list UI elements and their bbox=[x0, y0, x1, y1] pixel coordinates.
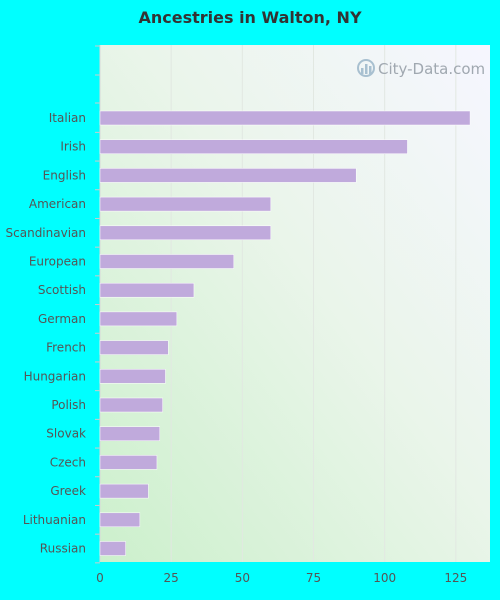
category-labels: Italian Irish English American Scandinavian E… bbox=[6, 111, 87, 556]
bar-irish bbox=[99, 139, 408, 154]
bar-russian bbox=[99, 541, 126, 556]
category-label: Hungarian bbox=[24, 369, 86, 383]
category-label: European bbox=[29, 255, 86, 269]
plot-area bbox=[100, 45, 490, 562]
bar-german bbox=[99, 311, 178, 327]
category-label: Polish bbox=[51, 398, 86, 412]
category-label: French bbox=[46, 341, 86, 355]
y-axis bbox=[95, 45, 101, 564]
bar-czech bbox=[99, 455, 158, 470]
x-tick-label: 75 bbox=[306, 571, 321, 585]
x-tick-label: 50 bbox=[235, 571, 250, 585]
x-axis: 0 25 50 75 100 125 bbox=[96, 571, 467, 585]
bar-slovak bbox=[99, 426, 161, 441]
category-label: Italian bbox=[49, 111, 86, 125]
bar-scottish bbox=[99, 282, 195, 298]
category-label: Czech bbox=[50, 455, 86, 469]
watermark-text: City-Data.com bbox=[378, 60, 485, 78]
category-label: American bbox=[29, 197, 86, 211]
bar-american bbox=[99, 196, 272, 212]
bar-english bbox=[99, 168, 357, 183]
category-label: English bbox=[43, 168, 86, 182]
bar-european bbox=[99, 254, 235, 269]
category-label: Greek bbox=[50, 484, 86, 498]
category-label: Scandinavian bbox=[6, 226, 86, 240]
x-tick-label: 25 bbox=[164, 571, 179, 585]
bar-scandinavian bbox=[99, 225, 272, 241]
x-tick-label: 125 bbox=[444, 571, 467, 585]
bar-french bbox=[99, 340, 169, 355]
category-label: Lithuanian bbox=[23, 513, 86, 527]
grid-lines bbox=[170, 45, 457, 562]
bar-hungarian bbox=[99, 369, 166, 384]
watermark: City-Data.com bbox=[357, 59, 485, 78]
category-label: Scottish bbox=[38, 283, 86, 297]
bar-polish bbox=[99, 397, 163, 413]
chart-title: Ancestries in Walton, NY bbox=[138, 8, 362, 27]
x-tick-label: 100 bbox=[373, 571, 396, 585]
category-label: Irish bbox=[60, 140, 86, 154]
watermark-icon bbox=[357, 59, 375, 77]
bar-lithuanian bbox=[99, 512, 141, 528]
x-tick-label: 0 bbox=[96, 571, 104, 585]
bars bbox=[99, 110, 471, 556]
bar-italian bbox=[99, 110, 471, 126]
category-label: German bbox=[38, 312, 86, 326]
category-label: Slovak bbox=[46, 427, 86, 441]
bar-greek bbox=[99, 483, 149, 499]
category-label: Russian bbox=[40, 542, 86, 556]
